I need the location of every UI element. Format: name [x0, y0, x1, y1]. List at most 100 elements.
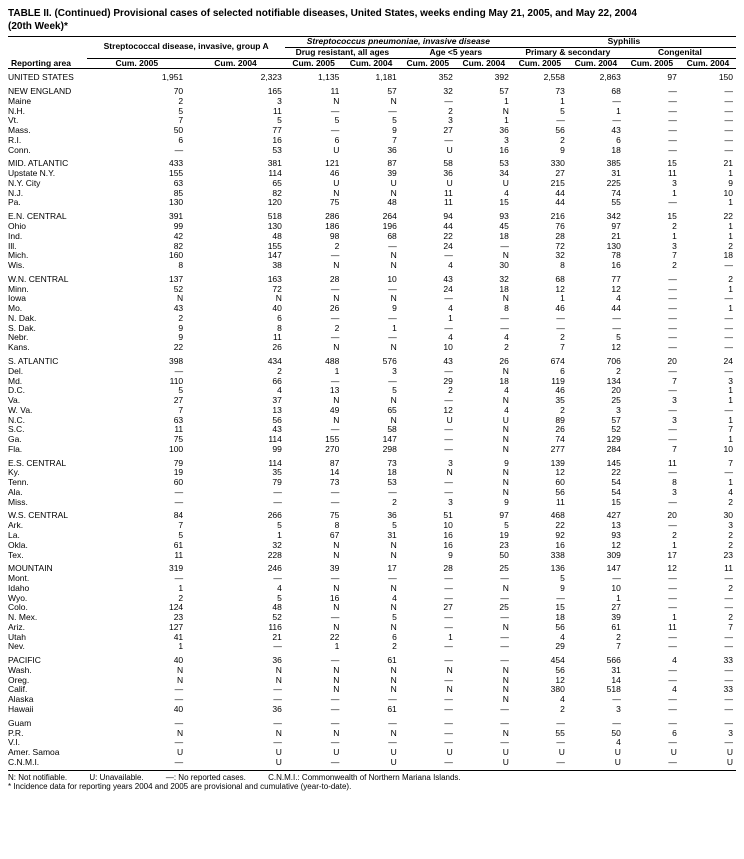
data-cell: 264	[342, 208, 399, 222]
table-row: R.I.61667—326——	[8, 136, 736, 146]
data-cell: N	[186, 676, 285, 686]
data-cell: 53	[186, 146, 285, 156]
data-cell: 4	[400, 261, 456, 271]
data-cell: 566	[568, 652, 624, 666]
data-cell: 32	[456, 271, 512, 285]
data-cell: U	[186, 758, 285, 768]
data-cell: —	[87, 715, 186, 729]
data-cell: 116	[186, 623, 285, 633]
data-cell: 100	[87, 445, 186, 455]
table-row: Va.2737NN—N352531	[8, 396, 736, 406]
data-cell: 385	[568, 155, 624, 169]
data-cell: 11	[285, 83, 342, 97]
data-cell: 3	[186, 97, 285, 107]
data-cell: —	[285, 758, 342, 768]
table-subtitle: (20th Week)*	[8, 21, 736, 32]
table-row: Maine23NN—11———	[8, 97, 736, 107]
data-cell: N	[285, 343, 342, 353]
area-cell: Guam	[8, 715, 87, 729]
data-cell: 36	[342, 146, 399, 156]
data-cell: —	[624, 146, 680, 156]
data-cell: 136	[512, 560, 568, 574]
data-cell: U	[285, 146, 342, 156]
table-row: UNITED STATES1,9512,3231,1351,1813523922…	[8, 69, 736, 83]
data-cell: 7	[680, 455, 736, 469]
data-cell: U	[186, 748, 285, 758]
data-cell: 674	[512, 353, 568, 367]
table-row: NEW ENGLAND70165115732577368——	[8, 83, 736, 97]
data-cell: —	[186, 695, 285, 705]
data-cell: —	[624, 642, 680, 652]
table-row: N. Mex.2352—5——183912	[8, 613, 736, 623]
data-cell: 87	[342, 155, 399, 169]
table-row: W.S. CENTRAL84266753651974684272030	[8, 507, 736, 521]
area-cell: MOUNTAIN	[8, 560, 87, 574]
table-row: Del.—213—N62——	[8, 367, 736, 377]
table-row: Nev.1—12——297——	[8, 642, 736, 652]
table-row: Md.11066——291811913473	[8, 377, 736, 387]
data-cell: —	[680, 146, 736, 156]
data-cell: —	[285, 498, 342, 508]
table-row: Alaska—————N4———	[8, 695, 736, 705]
data-cell: 40	[87, 652, 186, 666]
data-cell: 9	[512, 146, 568, 156]
table-row: PACIFIC4036—61——454566433	[8, 652, 736, 666]
table-row: N.J.8582NN1144474110	[8, 189, 736, 199]
data-cell: 5	[186, 521, 285, 531]
data-cell: —	[400, 715, 456, 729]
table-row: Utah41212261—42——	[8, 633, 736, 643]
data-cell: 1	[680, 198, 736, 208]
data-cell: 26	[186, 343, 285, 353]
data-cell: 246	[186, 560, 285, 574]
data-cell: 392	[456, 69, 512, 83]
data-cell: —	[285, 715, 342, 729]
data-cell: 17	[342, 560, 399, 574]
data-cell: 2	[680, 498, 736, 508]
data-cell: —	[400, 642, 456, 652]
data-cell: N	[87, 729, 186, 739]
data-cell: 137	[87, 271, 186, 285]
data-cell: 2	[186, 367, 285, 377]
data-cell: 27	[87, 396, 186, 406]
data-cell: 706	[568, 353, 624, 367]
col-cum2005: Cum. 2005	[285, 58, 342, 69]
data-cell: 150	[680, 69, 736, 83]
data-cell: —	[400, 652, 456, 666]
data-cell: 51	[400, 507, 456, 521]
strep-a-header: Streptococcal disease, invasive, group A	[87, 37, 284, 59]
data-cell: 87	[285, 455, 342, 469]
data-cell: —	[624, 715, 680, 729]
col-cum2004: Cum. 2004	[186, 58, 285, 69]
data-cell: 57	[342, 83, 399, 97]
data-cell: —	[285, 107, 342, 117]
data-cell: —	[456, 642, 512, 652]
data-cell: —	[624, 705, 680, 715]
footnote-asterisk: * Incidence data for reporting years 200…	[8, 782, 351, 791]
table-row: S. ATLANTIC39843448857643266747062024	[8, 353, 736, 367]
data-cell: 99	[186, 445, 285, 455]
data-cell: —	[568, 715, 624, 729]
data-cell: 20	[624, 353, 680, 367]
data-cell: 270	[285, 445, 342, 455]
data-cell: 50	[87, 126, 186, 136]
data-cell: U	[87, 748, 186, 758]
data-cell: 99	[87, 222, 186, 232]
data-cell: —	[87, 685, 186, 695]
data-cell: 228	[186, 551, 285, 561]
data-cell: N	[87, 294, 186, 304]
data-cell: 11	[87, 425, 186, 435]
data-cell: 427	[568, 507, 624, 521]
data-cell: 73	[342, 455, 399, 469]
data-cell: 36	[186, 652, 285, 666]
data-cell: 4	[186, 584, 285, 594]
data-cell: 15	[624, 208, 680, 222]
data-cell: N	[87, 676, 186, 686]
data-cell: 79	[87, 455, 186, 469]
data-cell: 2	[512, 705, 568, 715]
data-cell: 36	[342, 507, 399, 521]
table-row: N.C.6356NNUU895731	[8, 416, 736, 426]
data-cell: 68	[512, 271, 568, 285]
data-cell: 147	[568, 560, 624, 574]
table-row: Idaho14NN—N910—2	[8, 584, 736, 594]
data-cell: 19	[87, 468, 186, 478]
